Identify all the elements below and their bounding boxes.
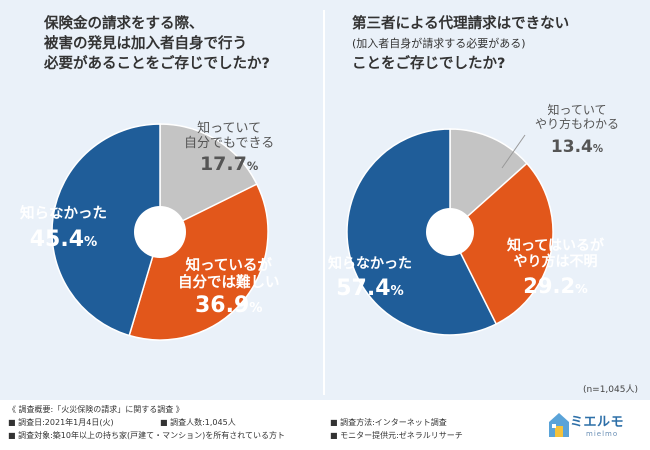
survey-target: ■ 調査対象:築10年以上の持ち家(戸建て・マンション)を所有されている方ト [8,431,285,440]
chart1-label-slice-2: 知らなかった 45.4% [20,206,107,252]
leader-line-svg [501,134,526,169]
chart1-center-hole [134,206,186,258]
chart1-label-0-text: 知っていて 自分でもできる [184,121,275,151]
chart1-value-1: 36.9% [195,293,263,319]
chart1-label-2-text: 知らなかった [20,206,107,222]
survey-count: ■ 調査人数:1,045人 [160,418,236,427]
chart2-title: 第三者による代理請求はできない (加入者自身が請求する必要がある) ことをご存じ… [352,14,569,74]
logo-subtext: mielmo [586,430,619,438]
charts-svg [51,123,554,341]
chart2-slice-2 [346,128,498,336]
mielmo-logo: ミエルモ mielmo [548,406,640,444]
leader-line [501,134,526,169]
chart2-value-0: 13.4% [550,136,604,157]
survey-footer: 《 調査概要:「火災保険の請求」に関する調査 》 ■ 調査日:2021年1月4日… [0,400,650,450]
pie-chart-2 [346,128,554,336]
chart1-label-slice-1: 知っているが 自分では難しい 36.9% [178,258,280,319]
chart1-title-text: 保険金の請求をする際、 被害の発見は加入者自身で行う 必要があることをご存じでし… [44,16,270,72]
chart2-value-1: 29.2% [523,274,588,299]
chart2-title-line1: 第三者による代理請求はできない [352,16,570,32]
chart2-slice-0 [449,128,528,234]
chart1-slice-1 [128,183,269,341]
pie-chart-1 [51,123,269,341]
chart2-label-slice-1: 知ってはいるが やり方は不明 29.2% [507,238,604,298]
panel-divider [323,10,325,395]
house-logo-icon [549,413,569,437]
chart2-slice-1 [449,162,554,326]
chart1-label-slice-0: 知っていて 自分でもできる 17.7% [184,121,275,176]
chart2-subtitle: (加入者自身が請求する必要がある) [352,37,526,50]
survey-overview: 《 調査概要:「火災保険の請求」に関する調査 》 [8,405,184,414]
survey-provider: ■ モニター提供元:ゼネラルリサーチ [330,431,463,440]
chart2-label-1-text: 知ってはいるが やり方は不明 [507,238,605,271]
chart1-title: 保険金の請求をする際、 被害の発見は加入者自身で行う 必要があることをご存じでし… [44,14,270,74]
chart2-label-0-text: 知っていて やり方もわかる [535,103,620,131]
logo-wordmark: ミエルモ [570,415,625,430]
chart2-center-hole [426,208,474,256]
chart1-slice-0 [159,123,258,234]
chart2-label-2-text: 知らなかった [328,256,412,272]
chart2-label-slice-0: 知っていて やり方もわかる 13.4% [535,103,620,157]
survey-method: ■ 調査方法:インターネット調査 [330,418,447,427]
chart1-label-1-text: 知っているが 自分では難しい [178,258,280,291]
survey-date: ■ 調査日:2021年1月4日(火) [8,418,114,427]
sample-size-note: (n=1,045人) [582,385,638,395]
chart1-slice-2 [51,123,161,337]
chart1-value-0: 17.7% [199,152,259,175]
chart2-title-line2: ことをご存じでしたか? [352,56,506,72]
chart1-value-2: 45.4% [29,226,98,252]
chart2-value-2: 57.4% [336,276,404,302]
chart2-label-slice-2: 知らなかった 57.4% [328,256,412,301]
